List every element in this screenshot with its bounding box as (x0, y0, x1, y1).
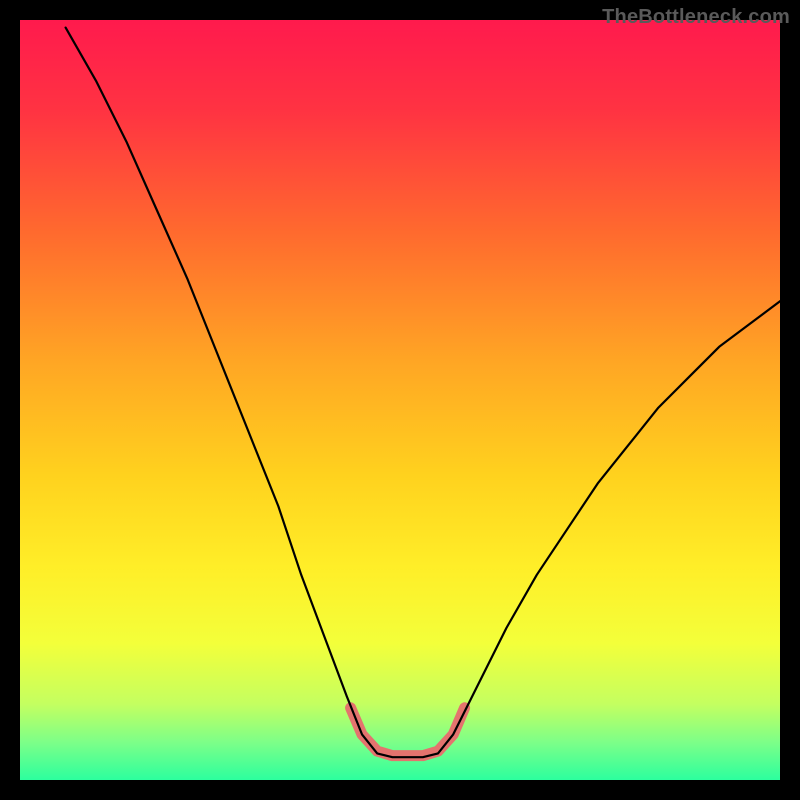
chart-canvas (0, 0, 800, 800)
bottleneck-chart (0, 0, 800, 800)
watermark-text: TheBottleneck.com (602, 6, 790, 29)
